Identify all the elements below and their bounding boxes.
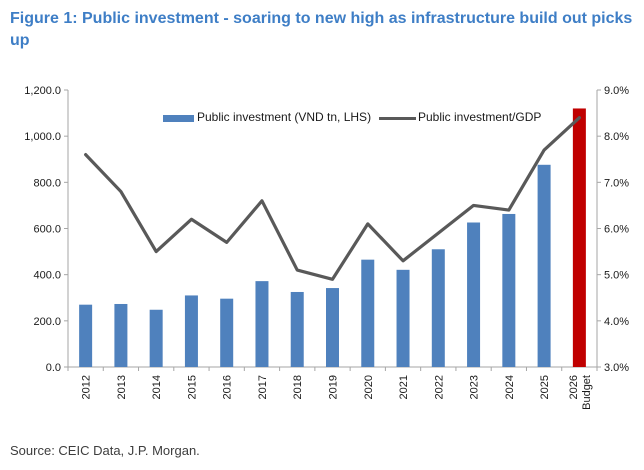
x-axis-label: 2023 (469, 375, 481, 399)
legend-line-swatch-icon (379, 117, 416, 120)
bar-2024 (502, 213, 516, 367)
left-axis-tick-label: 1,000.0 (24, 131, 61, 143)
x-axis-label: 2017 (257, 375, 269, 399)
left-axis-tick-label: 1,200.0 (24, 85, 61, 97)
x-axis-label: 2019 (328, 375, 340, 399)
x-axis-label: 2021 (398, 375, 410, 399)
right-axis-tick-label: 6.0% (604, 224, 629, 236)
right-axis-tick-label: 8.0% (604, 131, 629, 143)
right-axis-tick-label: 9.0% (604, 85, 629, 97)
bar-2014 (149, 309, 163, 367)
legend-bar-swatch-icon (163, 115, 194, 122)
bar-2019 (326, 288, 339, 367)
bar-2023 (467, 222, 481, 367)
x-axis-label: 2022 (433, 375, 445, 399)
x-axis-label: Budget (581, 375, 593, 410)
legend-bar-label: Public investment (VND tn, LHS) (197, 110, 372, 124)
x-axis-label: 2015 (186, 375, 198, 399)
right-axis-tick-label: 7.0% (604, 177, 629, 189)
gdp-ratio-line (84, 116, 581, 281)
left-axis-tick-label: 800.0 (33, 177, 61, 189)
bar-2012 (79, 304, 93, 367)
legend-line-label: Public investment/GDP (418, 110, 542, 124)
source-note: Source: CEIC Data, J.P. Morgan. (10, 443, 200, 458)
x-axis-label: 2018 (292, 375, 304, 399)
x-axis-label: 2016 (222, 375, 234, 399)
left-axis-tick-label: 0.0 (46, 362, 61, 374)
bar-2025 (537, 164, 551, 367)
bar-2021 (396, 269, 410, 367)
x-axis-label: 2020 (363, 375, 375, 399)
x-axis-label: 2012 (81, 375, 93, 399)
bar-2020 (361, 259, 375, 367)
right-axis-tick-label: 3.0% (604, 362, 629, 374)
x-axis-label: 2026 (568, 375, 580, 399)
x-axis-label: 2025 (539, 375, 551, 399)
x-axis-label: 2014 (151, 375, 163, 399)
left-axis-tick-label: 400.0 (33, 270, 61, 282)
bar-2015 (184, 295, 198, 367)
left-axis-tick-label: 600.0 (33, 224, 61, 236)
x-axis-label: 2024 (504, 375, 516, 399)
right-axis-tick-label: 4.0% (604, 316, 629, 328)
right-axis-tick-label: 5.0% (604, 270, 629, 282)
bar-2026-budget (572, 108, 586, 367)
bar-2013 (114, 303, 128, 367)
left-axis-tick-label: 200.0 (33, 316, 61, 328)
figure-title: Figure 1: Public investment - soaring to… (10, 10, 633, 49)
bar-2016 (220, 298, 234, 367)
bar-2017 (255, 281, 269, 367)
bar-2022 (431, 249, 445, 367)
bar-2018 (290, 291, 304, 367)
x-axis-label: 2013 (116, 375, 128, 399)
